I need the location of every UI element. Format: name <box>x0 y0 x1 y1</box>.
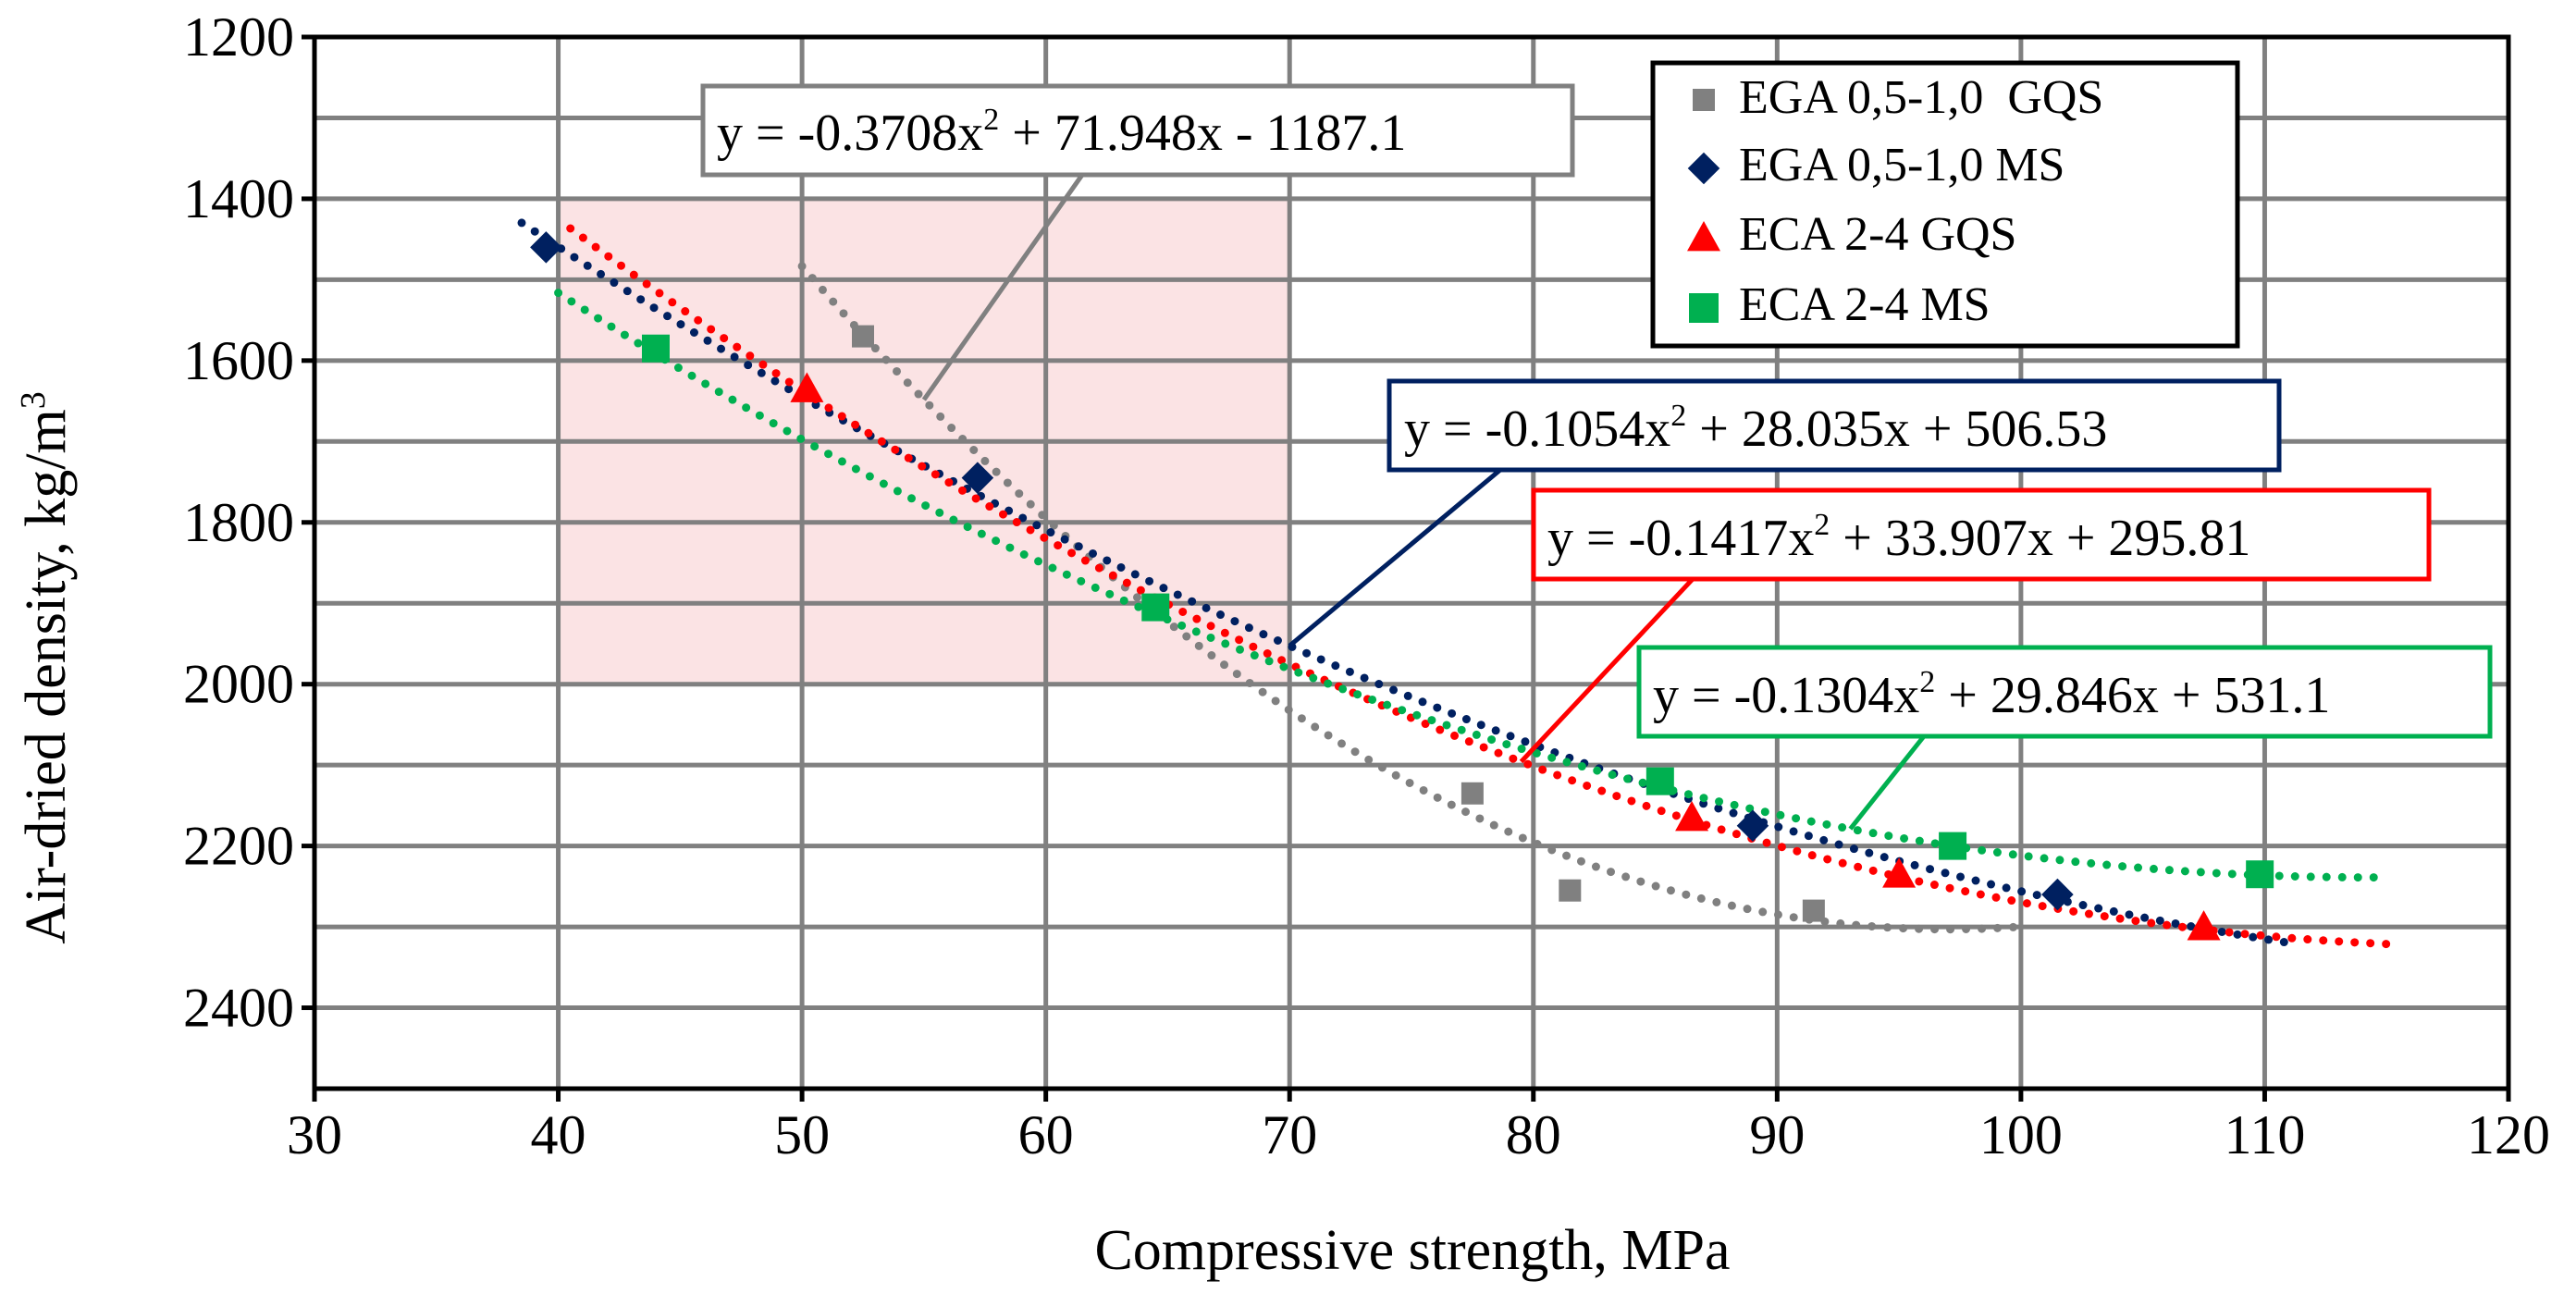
equation-label-eca-ms: y = -0.1304x2 + 29.846x + 531.1 <box>1636 645 2493 739</box>
x-tick-label: 30 <box>287 1104 342 1165</box>
legend-label-eca-gqs: ECA 2-4 GQS <box>1739 208 2016 261</box>
legend-box <box>1650 60 2240 349</box>
equation-label-eca-gqs: y = -0.1417x2 + 33.907x + 295.81 <box>1531 487 2432 582</box>
legend-marker-series-3 <box>1689 293 1719 323</box>
y-tick-label: 2000 <box>183 654 294 715</box>
data-point-series-3 <box>1939 832 1967 860</box>
legend: EGA 0,5-1,0 GQS EGA 0,5-1,0 MS ECA 2-4 G… <box>1650 60 2240 349</box>
trendline-series-1 <box>517 218 2294 947</box>
equation-text-ega-ms: y = -0.1054x2 + 28.035x + 506.53 <box>1404 399 2107 458</box>
legend-marker-series-0 <box>1693 89 1715 111</box>
y-tick-label: 2200 <box>183 816 294 877</box>
data-point-series-1 <box>530 231 562 264</box>
equation-leader-line <box>1288 468 1502 648</box>
plot-frame <box>312 34 2511 1091</box>
x-axis-title: Compressive strength, MPa <box>1094 1219 1730 1282</box>
x-tick-label: 80 <box>1506 1104 1561 1165</box>
trendline-series-0 <box>797 262 2026 934</box>
data-point-series-1 <box>961 462 994 494</box>
data-point-series-3 <box>1645 767 1674 795</box>
x-tick-label: 50 <box>774 1104 830 1165</box>
legend-label-ega-ms: EGA 0,5-1,0 MS <box>1739 139 2064 191</box>
equation-leader-line <box>921 173 1085 401</box>
equation-text-ega-gqs: y = -0.3708x2 + 71.948x - 1187.1 <box>717 103 1406 162</box>
x-tick-label: 100 <box>1979 1104 2063 1165</box>
equation-box-ega-gqs <box>700 83 1575 178</box>
data-point-series-3 <box>641 334 670 363</box>
data-point-series-2 <box>2187 910 2221 941</box>
equation-box-eca-gqs <box>1531 487 2432 582</box>
y-axis-title: Air-dried density, kg/m3 <box>14 391 78 943</box>
x-tick-label: 40 <box>531 1104 586 1165</box>
equation-label-ega-ms: y = -0.1054x2 + 28.035x + 506.53 <box>1387 378 2282 473</box>
data-point-series-3 <box>1141 593 1170 622</box>
legend-label-ega-gqs: EGA 0,5-1,0 GQS <box>1739 71 2103 124</box>
data-point-series-2 <box>1675 801 1709 832</box>
equation-text-eca-gqs: y = -0.1417x2 + 33.907x + 295.81 <box>1547 508 2250 567</box>
x-tick-label: 60 <box>1018 1104 1074 1165</box>
data-point-series-2 <box>790 372 824 402</box>
y-tick-label: 2400 <box>183 978 294 1039</box>
x-tick-label: 110 <box>2225 1104 2306 1165</box>
data-point-series-2 <box>1882 857 1917 888</box>
data-point-series-1 <box>2041 878 2074 911</box>
equation-label-ega-gqs: y = -0.3708x2 + 71.948x - 1187.1 <box>700 83 1575 178</box>
data-point-series-0 <box>1461 782 1484 805</box>
x-tick-label: 70 <box>1262 1104 1317 1165</box>
equation-box-eca-ms <box>1636 645 2493 739</box>
y-tick-label: 1400 <box>183 168 294 229</box>
data-point-series-0 <box>1802 899 1825 922</box>
legend-label-eca-ms: ECA 2-4 MS <box>1739 278 1991 331</box>
equation-box-ega-ms <box>1387 378 2282 473</box>
equation-leader-line <box>1848 734 1926 831</box>
x-tick-label: 90 <box>1749 1104 1805 1165</box>
equation-leader-line <box>1519 577 1695 764</box>
y-tick-label: 1800 <box>183 492 294 553</box>
data-point-series-0 <box>852 325 874 348</box>
y-axis-title-superscript: 3 <box>14 391 53 409</box>
equation-text-eca-ms: y = -0.1304x2 + 29.846x + 531.1 <box>1653 665 2330 724</box>
legend-marker-series-2 <box>1687 221 1720 252</box>
y-tick-label: 1200 <box>183 6 294 68</box>
data-point-series-0 <box>1559 879 1582 902</box>
y-tick-label: 1600 <box>183 330 294 391</box>
data-point-series-1 <box>1736 809 1769 843</box>
data-point-series-3 <box>2246 860 2274 889</box>
legend-marker-series-1 <box>1687 152 1720 185</box>
y-axis-title-text: Air-dried density, kg/m <box>15 409 78 943</box>
x-tick-label: 120 <box>2467 1104 2550 1165</box>
